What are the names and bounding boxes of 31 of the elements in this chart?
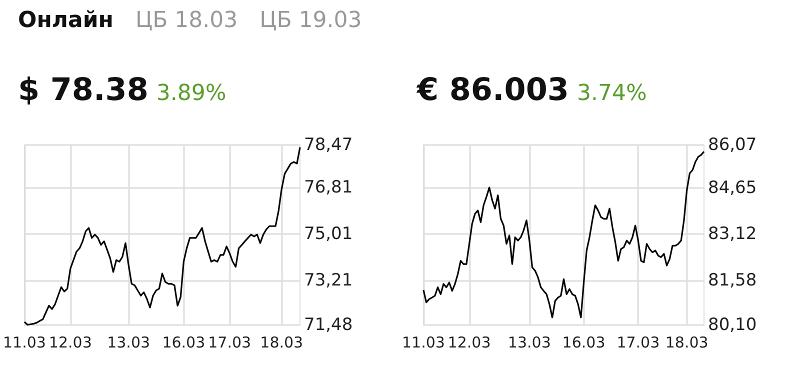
- y-tick-label: 86,07: [708, 135, 757, 155]
- x-tick-label: 11.03: [402, 334, 445, 352]
- line-series: [422, 150, 705, 318]
- y-tick-label: 71,48: [304, 315, 353, 335]
- x-tick-label: 18.03: [260, 334, 304, 352]
- y-tick-label: 73,21: [304, 270, 353, 290]
- y-tick-label: 76,81: [304, 178, 353, 198]
- y-tick-label: 81,58: [708, 270, 757, 290]
- x-tick-label: 17.03: [208, 334, 252, 352]
- y-tick-label: 80,10: [708, 315, 757, 335]
- x-tick-label: 16.03: [562, 334, 606, 352]
- line-series: [24, 146, 301, 326]
- x-tick-label: 16.03: [162, 334, 206, 352]
- x-tick-label: 11.03: [2, 334, 46, 352]
- chart-subtitle: 3.89%: [156, 81, 226, 106]
- chart-title: $ 78.38: [18, 72, 148, 108]
- x-tick-label: 12.03: [448, 334, 491, 352]
- x-tick-label: 13.03: [107, 334, 150, 352]
- x-tick-label: 17.03: [616, 334, 660, 352]
- y-tick-label: 78,47: [304, 135, 353, 155]
- text: ЦБ 18.03: [135, 8, 238, 33]
- text: Онлайн: [18, 8, 114, 33]
- text: ЦБ 19.03: [260, 8, 362, 33]
- chart-title: € 86.003: [417, 72, 569, 108]
- x-tick-label: 13.03: [508, 334, 551, 352]
- y-tick-label: 75,01: [304, 224, 353, 244]
- y-tick-label: 84,65: [708, 178, 757, 198]
- chart-subtitle: 3.74%: [577, 81, 647, 106]
- x-tick-label: 18.03: [665, 334, 708, 352]
- x-tick-label: 12.03: [48, 334, 92, 352]
- y-tick-label: 83,12: [708, 224, 757, 244]
